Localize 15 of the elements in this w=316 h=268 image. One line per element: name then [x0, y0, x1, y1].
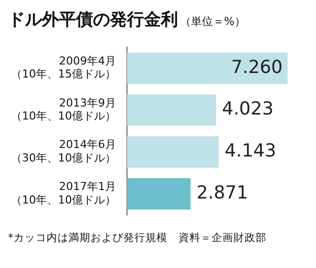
data-label: 2.871 [196, 182, 248, 204]
data-label: 4.023 [222, 98, 274, 120]
data-label: 7.260 [231, 56, 283, 78]
bar [126, 178, 191, 210]
y-tick-label: 2013年9月（10年、10億ドル） [10, 96, 116, 123]
bar [126, 94, 216, 126]
bar [126, 52, 288, 84]
chart-subtitle: （単位＝%） [180, 14, 246, 29]
data-label: 4.143 [224, 140, 276, 162]
y-tick-label: 2009年4月（10年、15億ドル） [10, 54, 116, 81]
y-tick-label: 2014年6月（30年、10億ドル） [10, 138, 116, 164]
chart-title: ドル外平債の発行金利 [8, 9, 178, 31]
text: *カッコ内は満期および発行規模 資料＝企画財政部 [8, 231, 268, 245]
y-tick-label: 2017年1月（10年、10億ドル） [10, 180, 116, 206]
bar [126, 136, 219, 168]
